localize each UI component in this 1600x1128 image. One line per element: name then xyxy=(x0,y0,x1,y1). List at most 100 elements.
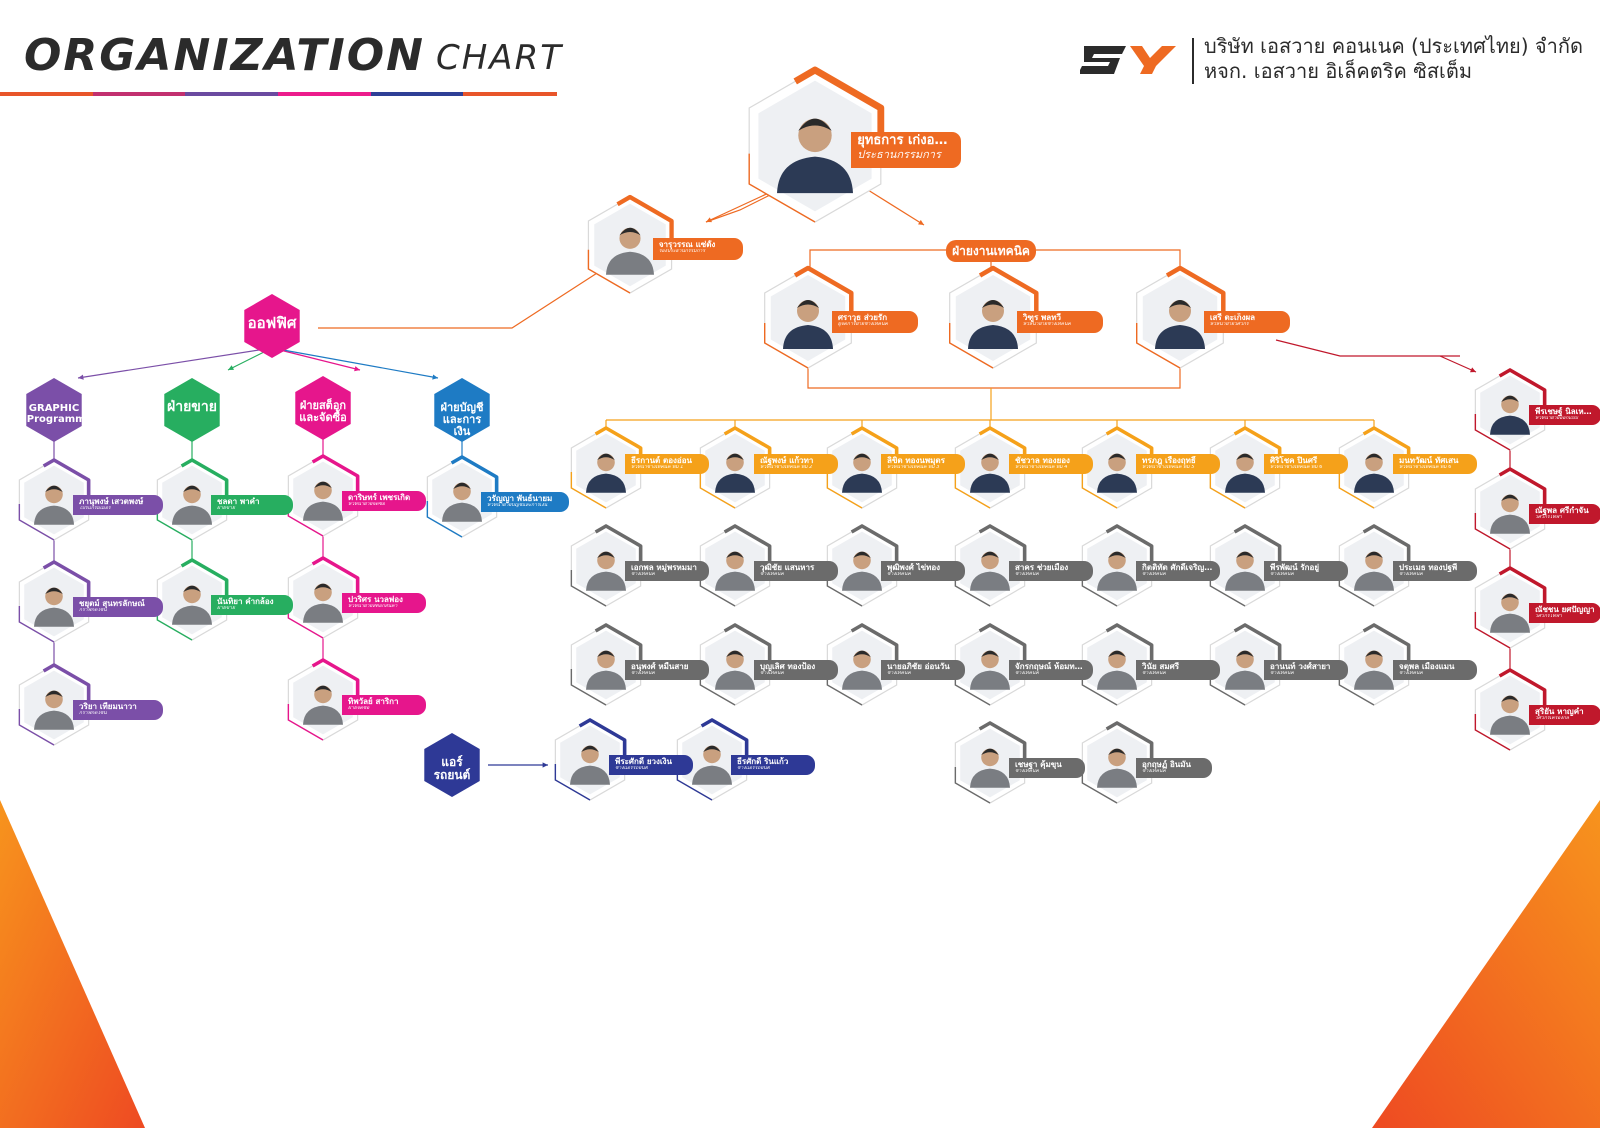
person-hair xyxy=(1501,593,1519,600)
person-label: พีระศักดิ์ ยวงเงิน ช่างแอร์รถยนต์ xyxy=(609,754,694,775)
hex-accent-bottom xyxy=(1474,414,1511,451)
arrow-head xyxy=(228,365,234,370)
person-hair xyxy=(982,300,1004,308)
person-name: พีรพัฒน์ รักอยู่ xyxy=(1270,562,1320,572)
person-name: ชัชวาล ทองยอง xyxy=(1015,456,1070,465)
person-label: อุกฤษฏ์ อินมั่น ช่างเทคนิค xyxy=(1136,757,1213,778)
technician-node xyxy=(699,623,772,706)
person-label: ประเมธ ทองปฐพี ช่างเทคนิค xyxy=(1393,560,1478,581)
person-body xyxy=(970,670,1010,690)
technician-node xyxy=(570,623,643,706)
person-label: ณัฐพงษ์ แก้วทา หัวหน้าช่างเทคนิค ทีม 2 xyxy=(754,454,839,474)
hex-accent-bottom xyxy=(1474,612,1511,649)
person-label: ทรภฎ เรืองฤทธิ์ หัวหน้าช่างเทคนิค ทีม 5 xyxy=(1136,454,1221,474)
hex-accent-bottom xyxy=(954,767,991,804)
person-role: ช่างเทคนิค xyxy=(1399,670,1423,676)
person-role: หัวหน้าช่างเทคนิค ทีม 6 xyxy=(1399,465,1452,471)
person-name: พีรเชษฐ์ นิลเหล็กเพชร xyxy=(1535,406,1595,416)
hex-accent-bottom xyxy=(764,323,809,369)
hex-accent xyxy=(42,560,91,606)
person-hair xyxy=(314,685,332,692)
person-label: ธีรศักดิ์ รินแก้ว ช่างแอร์รถยนต์ xyxy=(731,754,816,775)
person-hair xyxy=(1108,551,1126,558)
person-name: จักรกฤษณ์ ห้อมทองมา xyxy=(1015,661,1088,671)
person-hair xyxy=(1108,453,1126,460)
person-label: จักรกฤษณ์ ห้อมทองมา ช่างเทคนิค xyxy=(1009,659,1094,680)
person-name: ลิขิต ทองนพมุตร xyxy=(887,456,945,465)
person-head xyxy=(726,551,744,570)
person-body xyxy=(303,705,343,725)
person-label: เอกพล หมู่พรหมมา ช่างเทคนิค xyxy=(625,560,710,581)
person-body xyxy=(303,501,343,521)
person-hair xyxy=(1365,453,1383,460)
person-name: อนุพงศ์ หมื่นสาย xyxy=(631,661,689,671)
hex-accent xyxy=(180,558,229,604)
person-body xyxy=(1354,473,1394,493)
person-body xyxy=(303,603,343,623)
person-label: พุฒิพงศ์ ไข่ทอง ช่างเทคนิค xyxy=(881,560,966,581)
person-name: วิฑูร พลทวี xyxy=(1022,313,1061,322)
hex-accent xyxy=(978,623,1027,669)
tech-bracket-left xyxy=(809,249,946,272)
hex-accent-bottom xyxy=(699,472,736,509)
technician-node xyxy=(1081,623,1154,706)
person-name: พีระศักดิ์ ยวงเงิน xyxy=(615,756,673,766)
hex-accent xyxy=(180,458,229,504)
person-head xyxy=(314,685,332,704)
hex-accent xyxy=(1233,623,1282,669)
title-underline-segment xyxy=(92,92,187,96)
sales-dept-hex xyxy=(164,378,220,442)
person-label: มนทวัฒน์ ทัศเสน หัวหน้าช่างเทคนิค ทีม 6 xyxy=(1393,454,1478,474)
person-label: ทิพวัลย์ สาริกา ฝ่ายจัดซื้อ xyxy=(342,694,427,715)
person-head xyxy=(798,118,832,153)
person-name: จารุวรรณ แซ่ตั้ง xyxy=(658,240,716,249)
person-hair xyxy=(1365,551,1383,558)
person-body xyxy=(172,605,212,625)
arrow-head xyxy=(706,217,712,223)
technician-node xyxy=(954,524,1027,607)
person-label: ภานุพงษ์ เสวตพงษ์ โปรแกรมเมอร์ xyxy=(73,494,164,515)
person-name: สาคร ช่วยเมือง xyxy=(1015,562,1069,572)
vice-node xyxy=(587,194,674,294)
person-label: ณัชชน ยศปัญญา วิศวกรไฟฟ้า xyxy=(1529,602,1600,623)
company-line1: บริษัท เอสวาย คอนเนค (ประเทศไทย) จำกัด xyxy=(1204,34,1583,58)
tech-head-node xyxy=(764,265,854,369)
person-head xyxy=(619,227,641,249)
person-head xyxy=(314,583,332,602)
person-body xyxy=(606,251,654,275)
person-label: วริยา เทียมนาวา กราฟิกดีไซน์ xyxy=(73,699,164,720)
person-body xyxy=(715,473,755,493)
person-hair xyxy=(981,650,999,657)
person-hair xyxy=(798,118,832,131)
person-label: นายอภิชัย อ่อนวัน ช่างเทคนิค xyxy=(881,659,966,680)
person-role: ช่างเทคนิค xyxy=(1270,670,1294,676)
person-name: วรัญญา พันธ์นายม xyxy=(487,493,553,503)
hex-accent-bottom xyxy=(18,709,55,746)
person-role: ช่างเทคนิค xyxy=(887,670,911,676)
account-dept-hex xyxy=(434,378,490,442)
person-body xyxy=(1097,571,1137,591)
hex-accent xyxy=(700,718,749,764)
person-name: จตุพล เมืองแมน xyxy=(1399,661,1455,671)
person-role: หัวหน้าฝ่ายบัญชีและการเงิน xyxy=(487,502,548,508)
person-role: หัวหน้าช่างเทคนิค ทีม 6 xyxy=(1270,465,1323,471)
hex-accent xyxy=(1498,368,1547,414)
person-hair xyxy=(1501,695,1519,702)
technician-node xyxy=(1338,524,1411,607)
person-name: ชลดา พาคำ xyxy=(217,496,260,506)
person-name: กิตติทัต ศักดิ์เจริญชัยกุล xyxy=(1142,562,1215,572)
person-head xyxy=(597,453,615,472)
person-hair xyxy=(981,748,999,755)
hex-accent-bottom xyxy=(954,472,991,509)
person-hair xyxy=(853,551,871,558)
person-head xyxy=(1108,748,1126,767)
hex-accent xyxy=(42,458,91,504)
aircon-member-node xyxy=(554,718,627,801)
page-title: ORGANIZATION xyxy=(24,30,426,81)
person-head xyxy=(183,485,201,504)
person-body xyxy=(715,571,755,591)
person-label: ปวริศร นวลพ่อง หัวหน้าฝ่ายสต็อกสินค้า xyxy=(342,592,427,613)
vice-to-office-line xyxy=(318,254,626,329)
person-head xyxy=(45,485,63,504)
person-name: อุกฤษฏ์ อินมั่น xyxy=(1142,759,1191,769)
